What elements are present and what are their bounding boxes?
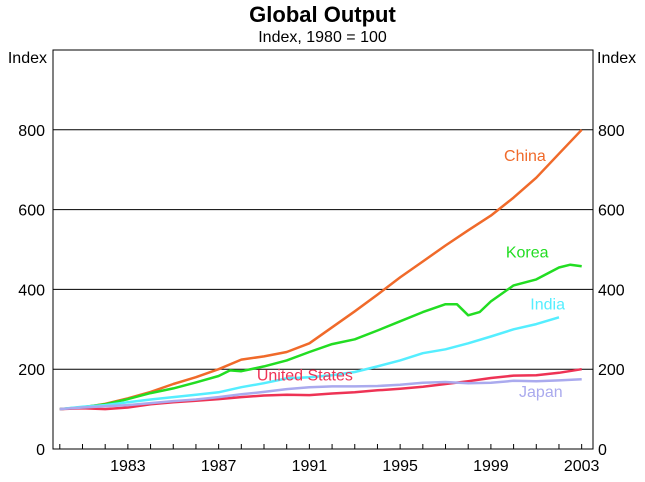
series-label-china: China (504, 148, 546, 165)
y-tick-label-left: 0 (36, 442, 45, 459)
y-tick-label-left: 800 (18, 123, 45, 140)
x-tick-label: 1991 (292, 458, 328, 475)
y-tick-label-right: 600 (598, 203, 625, 220)
y-tick-label-right: 800 (598, 123, 625, 140)
chart-title: Global Output (249, 2, 396, 27)
y-tick-label-left: 600 (18, 203, 45, 220)
y-tick-label-right: 400 (598, 282, 625, 299)
series-label-united-states: United States (257, 367, 353, 384)
x-tick-label: 2003 (564, 458, 600, 475)
series-line-korea (59, 263, 582, 411)
x-tick-label: 1995 (382, 458, 418, 475)
y-tick-label-right: 0 (598, 442, 607, 459)
series-label-japan: Japan (519, 384, 563, 401)
y-tick-label-left: 200 (18, 362, 45, 379)
series-line-india (59, 316, 560, 411)
x-tick-label: 1983 (110, 458, 146, 475)
y-tick-label-right: 200 (598, 362, 625, 379)
series-line-japan (59, 377, 582, 411)
x-tick-label: 1987 (201, 458, 237, 475)
y-axis-label-right: Index (597, 50, 636, 67)
x-tick-label: 1999 (473, 458, 509, 475)
series-line-united-states (59, 367, 582, 411)
chart-subtitle: Index, 1980 = 100 (258, 29, 387, 46)
series-label-korea: Korea (506, 244, 549, 261)
plot-frame (52, 49, 594, 450)
y-tick-label-left: 400 (18, 282, 45, 299)
y-axis-label-left: Index (8, 50, 47, 67)
series-label-india: India (530, 296, 565, 313)
